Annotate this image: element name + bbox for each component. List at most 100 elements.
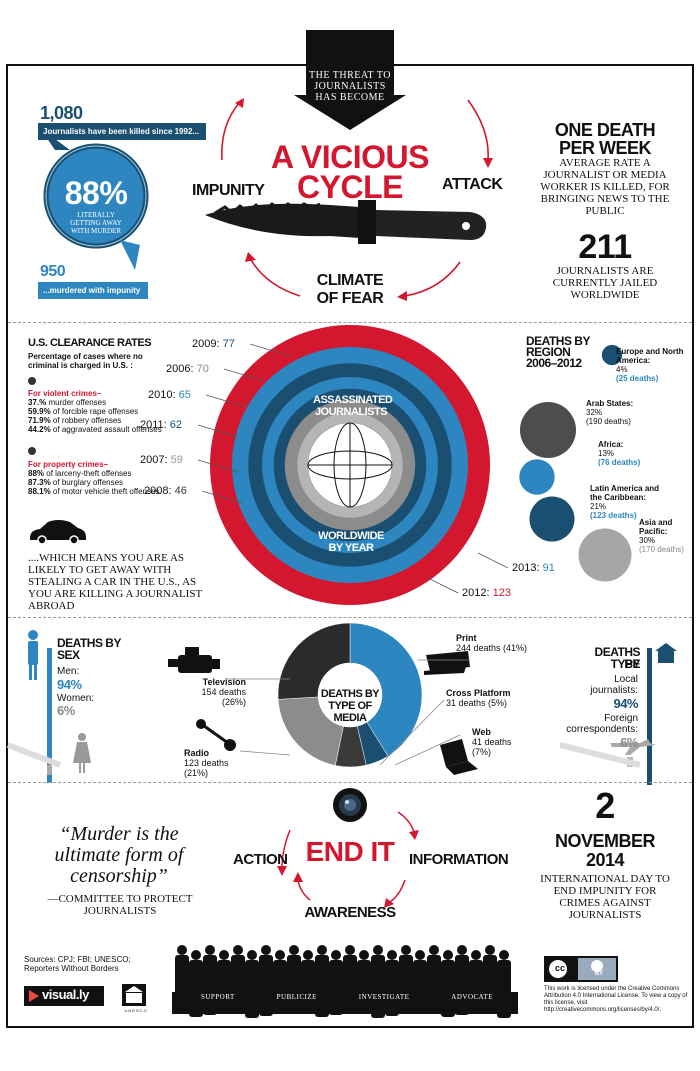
newspaper-icon [424,651,470,675]
percent-value: 88% [64,175,128,211]
plane-icon [610,739,656,755]
local-pct: 94% [613,696,638,711]
unesco-text: UNESCO [124,1008,148,1013]
region-latin: Latin America and the Caribbean: 21% (12… [590,484,660,520]
information-label: INFORMATION [409,851,509,868]
year-label-2008: 2008: 46 [144,485,187,497]
camera-lens-icon [333,788,367,822]
car-icon [30,520,86,544]
foreign-pct: 6% [620,735,638,750]
by-text: BY [594,971,604,977]
cycle-arrow-bottom-left [249,257,301,297]
climate-line1: CLIMATE [316,272,384,289]
men-bar [47,648,52,783]
property-item-3: 88.1% of motor vehicle theft offenses [28,487,160,496]
globe-lines [307,422,393,508]
type-title-2: TYPE [610,657,641,671]
media-television: Television 154 deaths (26%) [201,677,246,707]
year-leader-2012 [427,577,459,594]
date-number: 2 [595,785,615,826]
cycle-graphic [40,30,493,301]
title-line1: A VICIOUS [271,139,429,175]
region-asia: Asia and Pacific: 30% (170 deaths) [639,518,684,554]
year-leader-2007 [197,459,239,473]
sex-title-2: SEX [57,648,80,662]
microphone-icon [196,719,236,751]
violent-item-1: 37.% murder offenses [28,398,107,407]
action-label: ACTION [233,851,288,868]
year-label-2006: 2006: 70 [166,363,209,375]
cc-license-icon [544,956,618,982]
region-arab: Arab States: 32% (190 deaths) [586,399,634,426]
unesco-logo [122,984,146,1006]
laptop-icon [440,739,478,775]
year-leader-2006 [223,368,265,382]
impunity-count: 950 [40,263,66,280]
year-leader-2010 [205,394,247,408]
license-text: This work is licensed under the Creative… [544,986,688,1013]
year-label-2009: 2009: 77 [192,338,235,350]
crowd-words: SUPPORT PUBLICIZE INVESTIGATE ADVOCATE [180,993,514,1001]
region-title-1: DEATHS BY [526,334,590,348]
region-bubble-4 [529,496,575,542]
violent-item-2: 59.9% of forcible rape offenses [28,407,139,416]
crowd-word-publicize: PUBLICIZE [276,993,317,1001]
percent-label: LITERALLY GETTING AWAY WITH MURDER [70,211,122,235]
year-rings-chart [197,325,632,605]
divider-3 [8,782,692,783]
date-desc: INTERNATIONAL DAY TO END IMPUNITY FOR CR… [540,873,670,921]
car-text: ....WHICH MEANS YOU ARE AS LIKELY TO GET… [28,552,202,612]
crowd-word-advocate: ADVOCATE [451,993,494,1001]
men-label: Men: [57,666,80,677]
region-africa: Africa: 13% (76 deaths) [598,440,641,467]
property-item-2: 87.3% of burglary offenses [28,478,124,487]
property-item-1: 88% of larceny-theft offenses [28,469,132,478]
house-icon [655,643,677,663]
women-bar [47,765,52,775]
violent-bullet [28,377,36,385]
media-web: Web 41 deaths (7%) [472,727,512,757]
impunity-label: IMPUNITY [192,182,265,199]
year-label-2012: 2012: 123 [462,587,511,599]
media-donut-chart [6,622,677,785]
end-it-title: END IT [305,836,395,867]
title-line2: CYCLE [297,169,403,205]
year-label-2007: 2007: 59 [140,454,183,466]
year-leader-2013 [477,552,509,569]
year-label-2010: 2010: 65 [148,389,191,401]
foreign-label: Foreign correspondents: [566,713,638,735]
cycle-arrow-top-right [467,99,489,161]
man-icon [28,630,38,680]
jailed-label: JOURNALISTS ARE CURRENTLY JAILED WORLDWI… [552,265,658,301]
cycle-arrow-bottom-right [404,261,461,297]
quote-source: —COMMITTEE TO PROTECT JOURNALISTS [47,893,193,917]
media-center-label: DEATHS BY TYPE OF MEDIA [320,688,380,724]
region-title-2: REGION [526,345,571,359]
property-list: 88% of larceny-theft offenses 87.3% of b… [28,469,168,496]
knife-icon [205,200,487,244]
media-print: Print 244 deaths (41%) [456,633,528,653]
jailed-count: 211 [578,228,632,266]
killed-count-label: Journalists have been killed since 1992.… [38,123,206,140]
end-it-graphic [24,788,618,1018]
media-radio: Radio 123 deaths (21%) [184,748,229,778]
divider-2 [8,617,692,618]
year-leader-2009 [249,343,291,357]
divider-1 [8,322,692,323]
clearance-subtitle: Percentage of cases where no criminal is… [28,352,143,370]
violent-item-3: 71.9% of robbery offenses [28,416,122,425]
date-month: NOVEMBER [554,831,656,851]
donut-hole [318,663,382,727]
region-bubble-2 [520,402,576,458]
women-label: Women: [57,693,95,704]
clearance-title: U.S. CLEARANCE RATES [28,337,152,349]
climate-line2: OF FEAR [316,290,384,307]
region-bubble-3 [519,459,555,495]
violent-item-4: 44.2% of aggravated assault offenses [28,425,162,434]
region-title-3: 2006–2012 [526,356,582,370]
visually-logo [24,986,104,1006]
cycle-arrow-top-left [221,101,241,161]
center-label-bottom: WORLDWIDE BY YEAR [318,530,384,554]
region-europe: Europe and North America: 4% (25 deaths) [616,347,684,383]
per-week-desc: AVERAGE RATE A JOURNALIST OR MEDIA WORKE… [540,157,670,217]
